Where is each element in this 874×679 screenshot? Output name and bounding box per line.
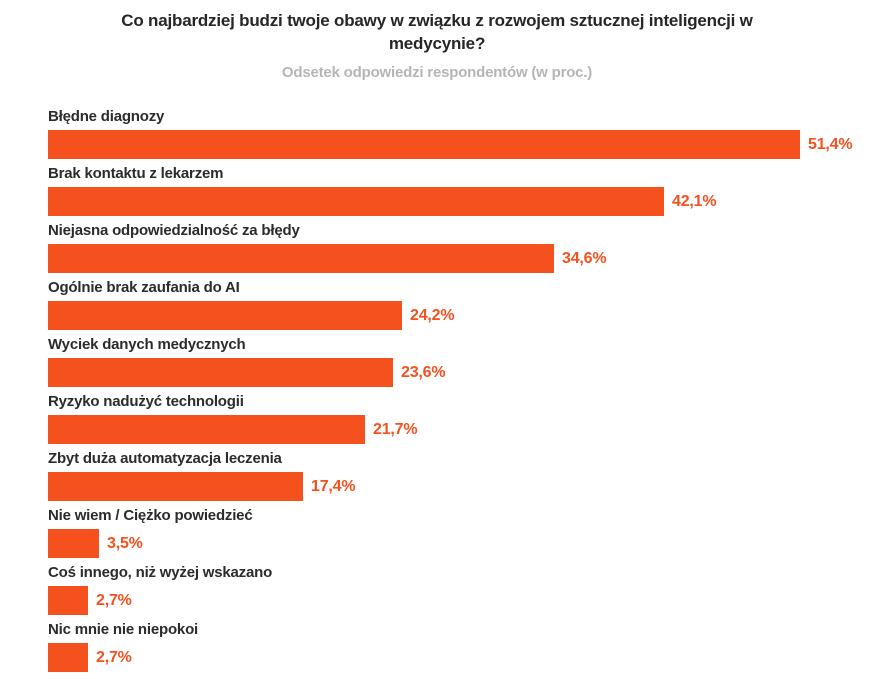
category-label: Niejasna odpowiedzialność za błędy [48, 222, 300, 239]
bar-row: Nie wiem / Ciężko powiedzieć 3,5% [48, 506, 864, 558]
bar-row: Zbyt duża automatyzacja leczenia 17,4% [48, 449, 864, 501]
bar-row: Błędne diagnozy 51,4% [48, 107, 864, 159]
chart-subtitle: Odsetek odpowiedzi respondentów (w proc.… [281, 64, 593, 81]
bar [48, 643, 88, 672]
category-label: Ryzyko nadużyć technologii [48, 393, 244, 410]
value-label: 2,7% [96, 648, 132, 666]
bar [48, 358, 393, 387]
chart-header: Co najbardziej budzi twoje obawy w związ… [0, 0, 874, 82]
category-label: Zbyt duża automatyzacja leczenia [48, 450, 282, 467]
value-label: 34,6% [562, 249, 607, 267]
bar [48, 130, 800, 159]
bar-line: 23,6% [48, 358, 864, 387]
category-label: Błędne diagnozy [48, 108, 165, 125]
bar [48, 187, 664, 216]
category-label: Brak kontaktu z lekarzem [48, 165, 224, 182]
bar-line: 24,2% [48, 301, 864, 330]
bar-line: 21,7% [48, 415, 864, 444]
value-label: 24,2% [410, 306, 455, 324]
value-label: 17,4% [311, 477, 356, 495]
chart-title: Co najbardziej budzi twoje obawy w związ… [121, 11, 753, 53]
category-label: Wyciek danych medycznych [48, 336, 246, 353]
bar-line: 2,7% [48, 643, 864, 672]
bar-row: Niejasna odpowiedzialność za błędy 34,6% [48, 221, 864, 273]
value-label: 51,4% [808, 135, 853, 153]
bar-chart-area: Błędne diagnozy 51,4% Brak kontaktu z leka… [0, 107, 874, 672]
value-label: 2,7% [96, 591, 132, 609]
value-label: 21,7% [373, 420, 418, 438]
bar-row: Ogólnie brak zaufania do AI 24,2% [48, 278, 864, 330]
bar-line: 42,1% [48, 187, 864, 216]
bar [48, 586, 88, 615]
bar-line: 34,6% [48, 244, 864, 273]
category-label: Ogólnie brak zaufania do AI [48, 279, 240, 296]
bar-line: 17,4% [48, 472, 864, 501]
value-label: 42,1% [672, 192, 717, 210]
bar-line: 51,4% [48, 130, 864, 159]
value-label: 3,5% [107, 534, 143, 552]
bar [48, 415, 365, 444]
bar-line: 3,5% [48, 529, 864, 558]
bar-row: Nic mnie nie niepokoi 2,7% [48, 620, 864, 672]
bar-row: Coś innego, niż wyżej wskazano 2,7% [48, 563, 864, 615]
bar [48, 529, 99, 558]
bar-row: Ryzyko nadużyć technologii 21,7% [48, 392, 864, 444]
category-label: Nie wiem / Ciężko powiedzieć [48, 507, 253, 524]
bar [48, 472, 303, 501]
bar-line: 2,7% [48, 586, 864, 615]
category-label: Nic mnie nie niepokoi [48, 621, 198, 638]
bar [48, 244, 554, 273]
bar [48, 301, 402, 330]
value-label: 23,6% [401, 363, 446, 381]
bar-row: Brak kontaktu z lekarzem 42,1% [48, 164, 864, 216]
bar-row: Wyciek danych medycznych 23,6% [48, 335, 864, 387]
category-label: Coś innego, niż wyżej wskazano [48, 564, 273, 581]
